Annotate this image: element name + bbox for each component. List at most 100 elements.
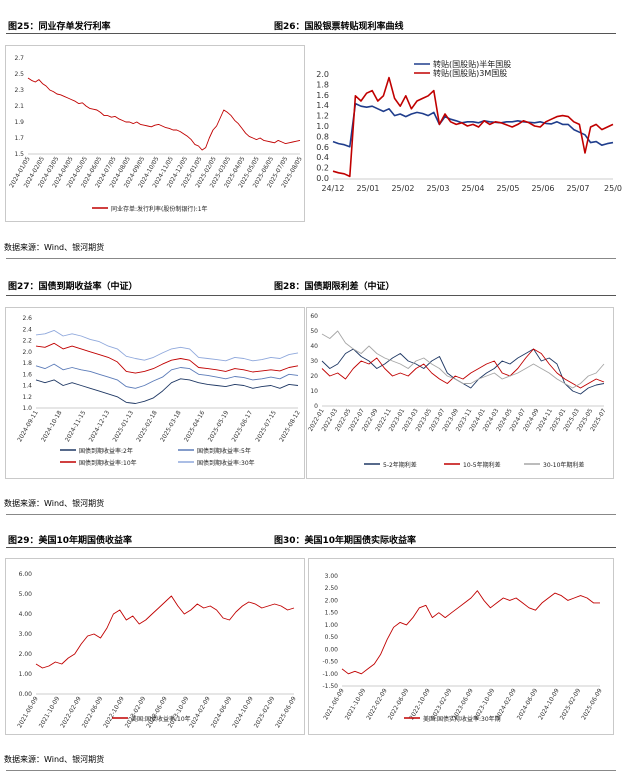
source-note-1: 数据来源：Wind、银河期货	[4, 243, 105, 252]
c28-series-line	[321, 330, 605, 389]
c25-ytick: 2.7	[14, 55, 24, 62]
c27-series-line	[35, 378, 299, 404]
chart27-title: 图27：国债到期收益率（中证）	[8, 282, 138, 292]
c30-xtick: 2024-06-09	[516, 687, 540, 721]
c30-ytick: 2.50	[325, 585, 339, 592]
c27-xtick: 2024-12-13	[88, 409, 112, 443]
chart25-panel	[5, 45, 305, 222]
c29-xtick: 2022-10-09	[102, 695, 126, 729]
c27-xtick: 2024-09-11	[16, 409, 40, 443]
c30-ytick: -1.50	[322, 683, 338, 690]
c29-xtick: 2022-02-09	[59, 695, 83, 729]
c30-ytick: 0.00	[325, 646, 339, 653]
c27-ytick: 1.0	[22, 405, 32, 412]
c25-series-line	[27, 77, 301, 151]
c28-series-line	[321, 348, 605, 389]
title-rule-1	[6, 33, 616, 34]
c28-ytick: 40	[310, 343, 318, 350]
c28-legend-label: 5-2年期利差	[383, 461, 417, 469]
c26-ytick: 0.4	[316, 153, 329, 162]
c29-xtick: 2025-02-09	[253, 695, 277, 729]
c28-legend-label: 30-10年期利差	[543, 461, 584, 469]
c29-xtick: 2023-10-09	[167, 695, 191, 729]
c29-xtick: 2024-06-09	[210, 695, 234, 729]
c30-series-line	[341, 590, 600, 675]
c29-ytick: 1.00	[19, 671, 33, 678]
c26-ytick: 1.6	[316, 91, 329, 100]
c30-ytick: 1.00	[325, 622, 339, 629]
c27-ytick: 1.4	[22, 383, 32, 390]
c27-xtick: 2024-10-18	[40, 409, 64, 443]
c29-legend-label: 美国:国债收益率:10年	[131, 715, 191, 723]
c26-ytick: 0.2	[316, 164, 329, 173]
c25-ytick: 1.7	[14, 135, 24, 142]
c29-ytick: 4.00	[19, 611, 33, 618]
chart29-panel	[5, 558, 305, 735]
chart30-panel	[308, 558, 614, 735]
c26-xtick: 25/02	[391, 184, 414, 193]
c28-ytick: 0	[314, 403, 318, 410]
c27-ytick: 1.6	[22, 371, 32, 378]
c29-xtick: 2023-06-09	[145, 695, 169, 729]
chart28-title: 图28：国债期限利差（中证）	[274, 282, 395, 292]
c26-series-line	[332, 102, 614, 148]
c25-ytick: 2.5	[14, 71, 24, 78]
c29-ytick: 3.00	[19, 631, 33, 638]
c28-ytick: 50	[310, 328, 318, 335]
c30-chart: 3.00 2.50 2.00 1.50 1.00 0.50 0.00 -0.50 -1.00 -1…	[322, 573, 604, 723]
c30-xtick: 2022-02-09	[365, 687, 389, 721]
title-rule-2	[6, 295, 616, 296]
c28-ytick: 20	[310, 373, 318, 380]
c30-ytick: 0.50	[325, 634, 339, 641]
c26-legend-label: 转贴(国股贴)半年国股	[433, 59, 511, 69]
c27-ytick: 2.6	[22, 315, 32, 322]
chart26-title: 图26：国股银票转贴现利率曲线	[274, 22, 404, 32]
c28-ytick: 30	[310, 358, 318, 365]
c26-xtick: 25/01	[356, 184, 379, 193]
c29-xtick: 2023-02-09	[124, 695, 148, 729]
c27-series-line	[35, 342, 299, 374]
c27-ytick: 2.4	[22, 326, 32, 333]
c30-xtick: 2022-06-09	[387, 687, 411, 721]
c27-legend-label: 国债到期收益率:30年	[197, 459, 255, 467]
c26-xtick: 25/07	[566, 184, 589, 193]
c29-ytick: 0.00	[19, 691, 33, 698]
c30-xtick: 2021-10-09	[344, 687, 368, 721]
c30-xtick: 2021-06-09	[322, 687, 346, 721]
c26-ytick: 1.2	[316, 112, 329, 121]
c25-ytick: 1.5	[14, 151, 24, 158]
c27-xtick: 2025-04-16	[183, 409, 207, 443]
chart27-panel	[5, 307, 305, 479]
c27-legend-label: 国债到期收益率:2年	[79, 447, 133, 455]
c26-ytick: 0.8	[316, 132, 329, 141]
c30-ytick: 2.00	[325, 597, 339, 604]
c27-xtick: 2025-05-19	[207, 409, 231, 443]
c30-ytick: -1.00	[322, 671, 338, 678]
source-rule-3	[6, 770, 616, 771]
c30-ytick: 1.50	[325, 610, 339, 617]
c25-ytick: 2.1	[14, 103, 24, 110]
chart30-title: 图30：美国10年期国债实际收益率	[274, 536, 417, 546]
c27-series-line	[35, 329, 299, 362]
c29-ytick: 2.00	[19, 651, 33, 658]
c27-legend-label: 国债到期收益率:10年	[79, 459, 137, 467]
c26-xtick: 25/0	[604, 184, 622, 193]
c29-xtick: 2021-06-09	[16, 695, 40, 729]
c28-ytick: 60	[310, 313, 318, 320]
chart25-title: 图25：同业存单发行利率	[8, 22, 111, 32]
c26-ytick: 1.8	[316, 80, 329, 89]
c27-xtick: 2025-03-18	[159, 409, 183, 443]
c25-ytick: 2.3	[14, 87, 24, 94]
c27-series-line	[35, 363, 299, 389]
c26-ytick: 2.0	[316, 70, 329, 79]
chart29-title: 图29：美国10年期国债收益率	[8, 536, 133, 546]
c29-xtick: 2021-10-09	[38, 695, 62, 729]
c30-xtick: 2025-06-09	[580, 687, 604, 721]
c26-ytick: 1.4	[316, 101, 329, 110]
c29-xtick: 2024-02-09	[188, 695, 212, 729]
c26-legend-label: 转贴(国股贴)3M国股	[433, 68, 507, 78]
c26-xtick: 25/04	[461, 184, 484, 193]
c27-xtick: 2025-02-18	[135, 409, 159, 443]
